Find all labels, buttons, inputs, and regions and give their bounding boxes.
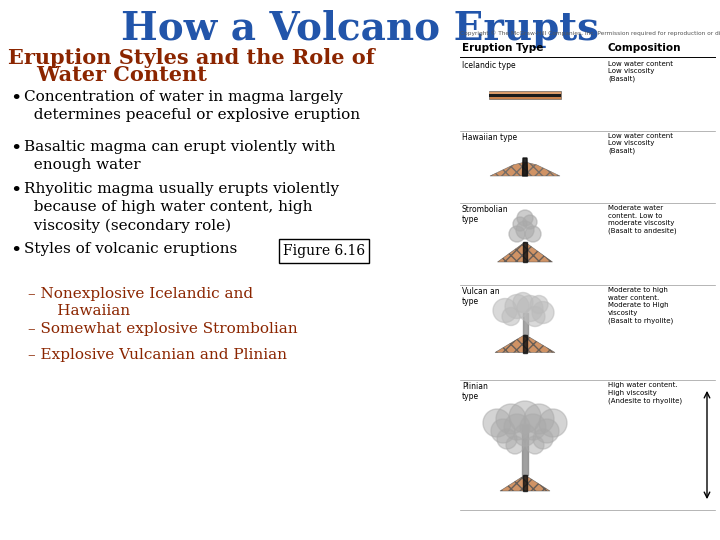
Text: – Somewhat explosive Strombolian: – Somewhat explosive Strombolian — [28, 322, 297, 336]
Circle shape — [513, 293, 533, 313]
Polygon shape — [498, 242, 552, 262]
Circle shape — [513, 217, 527, 231]
FancyBboxPatch shape — [279, 239, 369, 263]
Circle shape — [497, 429, 517, 449]
Polygon shape — [523, 313, 528, 334]
Polygon shape — [490, 162, 560, 176]
Circle shape — [516, 221, 534, 239]
Text: – Explosive Vulcanian and Plinian: – Explosive Vulcanian and Plinian — [28, 348, 287, 362]
Circle shape — [505, 294, 529, 319]
Polygon shape — [522, 425, 528, 475]
Circle shape — [517, 295, 543, 321]
Circle shape — [506, 436, 524, 454]
Circle shape — [530, 295, 548, 314]
Polygon shape — [523, 475, 527, 491]
Circle shape — [533, 429, 553, 449]
Text: Icelandic type: Icelandic type — [462, 61, 516, 70]
Text: Eruption Type: Eruption Type — [462, 43, 544, 53]
Text: Hawaiian type: Hawaiian type — [462, 133, 517, 142]
Circle shape — [525, 307, 545, 327]
Circle shape — [504, 414, 530, 440]
Bar — [489, 91, 561, 93]
Circle shape — [539, 409, 567, 437]
Bar — [489, 91, 561, 99]
Text: Eruption Styles and the Role of: Eruption Styles and the Role of — [8, 48, 374, 68]
Polygon shape — [500, 475, 550, 491]
Text: High water content.
High viscosity
(Andesite to rhyolite): High water content. High viscosity (Ande… — [608, 382, 682, 403]
Polygon shape — [523, 242, 527, 262]
Text: Strombolian
type: Strombolian type — [462, 205, 508, 225]
Text: •: • — [10, 90, 22, 108]
Circle shape — [523, 215, 537, 229]
Text: How a Volcano Erupts: How a Volcano Erupts — [121, 10, 599, 48]
Circle shape — [535, 419, 559, 443]
Text: •: • — [10, 140, 22, 158]
Text: Plinian
type: Plinian type — [462, 382, 488, 401]
Text: Vulcan an
type: Vulcan an type — [462, 287, 500, 306]
Text: Figure 6.16: Figure 6.16 — [283, 244, 365, 258]
Circle shape — [502, 307, 520, 326]
Bar — [489, 93, 561, 97]
Text: Composition: Composition — [608, 43, 682, 53]
Circle shape — [525, 226, 541, 242]
Text: Moderate to high
water content.
Moderate to High
viscosity
(Basalt to rhyolite): Moderate to high water content. Moderate… — [608, 287, 673, 323]
Text: Rhyolitic magma usually erupts violently
  because of high water content, high
 : Rhyolitic magma usually erupts violently… — [24, 182, 339, 233]
Text: Low water content
Low viscosity
(Basalt): Low water content Low viscosity (Basalt) — [608, 133, 673, 154]
Text: Basaltic magma can erupt violently with
  enough water: Basaltic magma can erupt violently with … — [24, 140, 336, 172]
Circle shape — [526, 436, 544, 454]
Text: Copyright © The McGraw-Hill Companies, Inc. Permission required for reproduction: Copyright © The McGraw-Hill Companies, I… — [460, 30, 720, 36]
Circle shape — [514, 424, 536, 446]
Text: – Nonexplosive Icelandic and
      Hawaiian: – Nonexplosive Icelandic and Hawaiian — [28, 287, 253, 318]
Circle shape — [524, 404, 554, 434]
Circle shape — [509, 401, 541, 433]
Text: Concentration of water in magma largely
  determines peaceful or explosive erupt: Concentration of water in magma largely … — [24, 90, 360, 123]
Text: •: • — [10, 182, 22, 200]
Circle shape — [496, 404, 526, 434]
Text: Water Content: Water Content — [8, 65, 207, 85]
Circle shape — [483, 409, 511, 437]
Polygon shape — [523, 158, 528, 176]
Circle shape — [509, 226, 525, 242]
Circle shape — [517, 210, 533, 226]
Text: •: • — [10, 242, 22, 260]
Text: Styles of volcanic eruptions: Styles of volcanic eruptions — [24, 242, 238, 256]
Polygon shape — [495, 334, 555, 353]
Circle shape — [520, 414, 546, 440]
Polygon shape — [523, 334, 527, 353]
Circle shape — [491, 419, 515, 443]
Circle shape — [493, 299, 517, 322]
Circle shape — [532, 301, 554, 323]
Text: Moderate water
content. Low to
moderate viscosity
(Basalt to andesite): Moderate water content. Low to moderate … — [608, 205, 677, 234]
Text: Low water content
Low viscosity
(Basalt): Low water content Low viscosity (Basalt) — [608, 61, 673, 83]
